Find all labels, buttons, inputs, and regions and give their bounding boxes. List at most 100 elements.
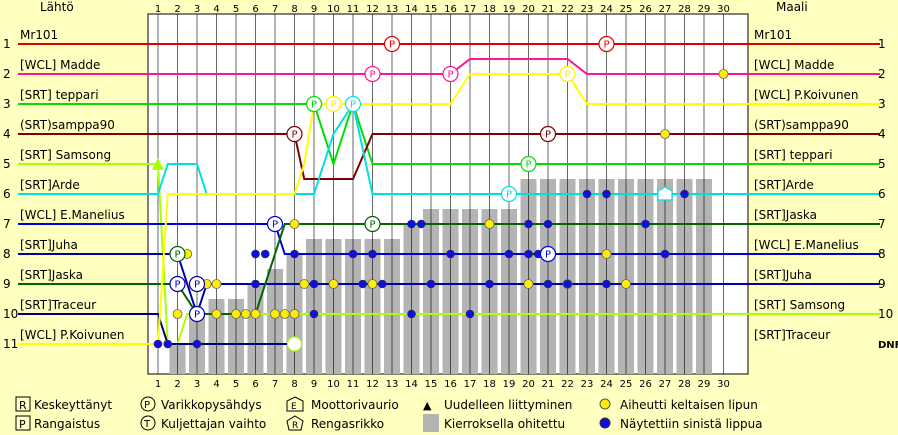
yellow-flag-marker <box>279 309 290 319</box>
blue-flag-marker <box>163 339 173 349</box>
start-position-number: 5 <box>3 157 11 171</box>
series-line <box>18 100 724 168</box>
lap-number-bottom: 20 <box>522 379 535 390</box>
blue-flag-marker <box>524 219 533 229</box>
lap-number-top: 4 <box>213 4 219 15</box>
blue-flag-marker <box>602 279 611 289</box>
blue-flag-marker <box>407 219 416 229</box>
blue-flag-marker <box>407 309 416 319</box>
lap-number-top: 22 <box>561 4 574 15</box>
penalty-icon <box>15 415 31 431</box>
blue-flag-marker <box>563 279 572 289</box>
lap-number-top: 11 <box>347 4 360 15</box>
finish-position-number: 5 <box>878 157 886 171</box>
lap-number-top: 9 <box>311 4 317 15</box>
yellow-flag-marker <box>601 249 612 259</box>
legend-penalty: Rangaistus <box>34 417 100 431</box>
series-line <box>18 58 724 75</box>
start-position-number: 10 <box>3 307 18 321</box>
blue-flag-marker <box>192 339 202 349</box>
start-driver-label: [SRT] teppari <box>20 88 99 102</box>
start-position-number: 6 <box>3 187 11 201</box>
lap-number-top: 13 <box>386 4 399 15</box>
blue-flag-marker <box>426 279 436 289</box>
lap-number-bottom: 21 <box>542 379 555 390</box>
finish-driver-label: [SRT]Traceur <box>754 328 830 342</box>
pit-stop-marker <box>344 95 362 113</box>
lap-number-bottom: 19 <box>503 379 516 390</box>
start-driver-label: [WCL] Madde <box>20 58 100 72</box>
pit-stop-marker <box>500 185 518 203</box>
lap-number-top: 19 <box>503 4 516 15</box>
pit-stop-label: P <box>603 40 609 51</box>
pit-stop-label: P <box>369 220 375 231</box>
penalty-glyph: P <box>19 418 26 431</box>
lap-number-top: 20 <box>522 4 535 15</box>
start-position-number: 2 <box>3 67 11 81</box>
puncture-icon <box>286 415 304 431</box>
finish-driver-label: [WCL] P.Koivunen <box>754 88 859 102</box>
lap-number-top: 14 <box>405 4 418 15</box>
finish-position-number: 7 <box>878 217 886 231</box>
pit-stop-label: P <box>311 100 317 111</box>
legend-rejoin: Uudelleen liittyminen <box>444 398 572 412</box>
blue-flag-marker <box>348 249 358 259</box>
finish-driver-label: Mr101 <box>754 28 792 42</box>
lap-number-top: 16 <box>444 4 457 15</box>
blue-flag-marker <box>260 249 270 259</box>
blue-flag-marker <box>680 189 689 199</box>
lap-number-bottom: 10 <box>327 379 340 390</box>
yellow-flag-marker <box>231 309 241 319</box>
lap-number-bottom: 14 <box>405 379 418 390</box>
finish-position-number: 6 <box>878 187 886 201</box>
finish-position-number: 1 <box>878 37 886 51</box>
lap-number-bottom: 5 <box>233 379 239 390</box>
lap-number-top: 10 <box>327 4 340 15</box>
pit-stop-marker <box>559 65 576 83</box>
pit-stop-marker <box>188 275 206 293</box>
lap-number-top: 17 <box>464 4 477 15</box>
pit-stop-marker <box>364 215 381 233</box>
lap-number-top: 8 <box>291 4 297 15</box>
lap-number-bottom: 9 <box>311 379 317 390</box>
start-driver-label: [SRT]Traceur <box>20 298 96 312</box>
lap-number-top: 5 <box>233 4 239 15</box>
start-driver-label: [SRT] Samsong <box>20 148 111 162</box>
pit-stop-marker <box>169 245 186 263</box>
lap-number-top: 18 <box>483 4 496 15</box>
lap-number-bottom: 17 <box>464 379 477 390</box>
legend-lapped: Kierroksella ohitettu <box>444 417 565 431</box>
blue-flag-marker <box>543 279 553 289</box>
pit-stop-label: P <box>291 130 297 141</box>
lap-number-bottom: 18 <box>483 379 496 390</box>
legend-puncture: Rengasrikko <box>311 417 384 431</box>
start-driver-label: Mr101 <box>20 28 58 42</box>
motor-failure-marker <box>657 186 673 201</box>
legend-blue-flag: Näytettiin sinistä lippua <box>620 417 763 431</box>
yellow-flag-marker <box>328 279 339 289</box>
finish-driver-label: (SRT)samppa90 <box>754 118 849 132</box>
finish-driver-label: [WCL] Madde <box>754 58 834 72</box>
pit-stop-label: P <box>174 250 180 261</box>
lap-number-bottom: 11 <box>347 379 360 390</box>
lap-number-bottom: 13 <box>386 379 399 390</box>
yellow-flag-marker <box>211 309 222 319</box>
pit-stop-label: P <box>545 250 551 261</box>
finish-position-number: DNF <box>878 340 898 351</box>
lap-number-bottom: 25 <box>620 379 633 390</box>
yellow-flag-marker <box>289 309 300 319</box>
blue-flag-marker <box>485 279 494 289</box>
pit-stop-marker <box>364 65 381 83</box>
blue-flag-marker <box>153 339 163 349</box>
lap-number-bottom: 23 <box>581 379 594 390</box>
finish-position-number: 10 <box>878 307 893 321</box>
legend-driver-change: Kuljettajan vaihto <box>161 417 266 431</box>
lap-number-bottom: 15 <box>425 379 438 390</box>
blue-flag-marker <box>582 189 592 199</box>
series-line <box>18 313 295 345</box>
start-driver-label: [WCL] P.Koivunen <box>20 328 125 342</box>
blue-flag-marker <box>641 219 650 229</box>
lap-number-bottom: 16 <box>444 379 457 390</box>
yellow-flag-marker <box>172 309 183 319</box>
finish-position-number: 3 <box>878 97 886 111</box>
